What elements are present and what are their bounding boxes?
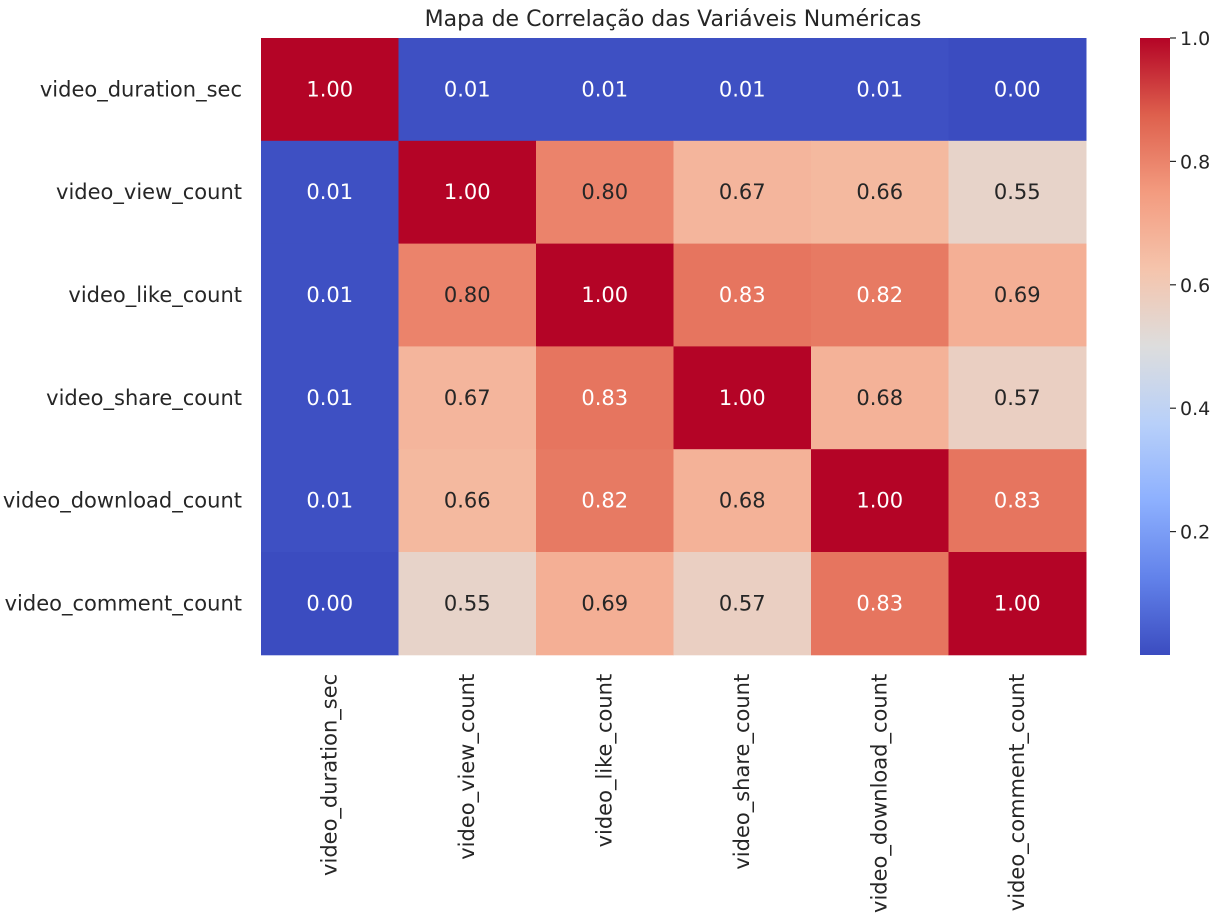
cell-value-label-r3-c0: 0.01 — [306, 386, 353, 410]
cell-value-label-r2-c4: 0.82 — [856, 283, 903, 307]
heatmap-cell-r5-c1 — [398, 552, 537, 656]
cell-value-label-r3-c5: 0.57 — [994, 386, 1041, 410]
cell-value-label-r3-c4: 0.68 — [856, 386, 903, 410]
cell-value-label-r2-c3: 0.83 — [719, 283, 766, 307]
heatmap-cell-r1-c0 — [261, 140, 399, 245]
cell-value-label-r5-c4: 0.83 — [856, 591, 903, 615]
heatmap-cell-r5-c0 — [261, 552, 399, 656]
heatmap-cell-r0-c2 — [536, 38, 674, 142]
heatmap-cell-r1-c1 — [398, 140, 537, 245]
heatmap-cell-r3-c4 — [811, 346, 949, 450]
heatmap-cell-r2-c2 — [536, 243, 674, 347]
column-label-4: video_download_count — [868, 674, 893, 913]
column-label-3: video_share_count — [730, 674, 755, 870]
heatmap-cell-r0-c0 — [261, 38, 399, 142]
heatmap-cell-r2-c1 — [398, 243, 537, 347]
cell-value-label-r4-c5: 0.83 — [994, 489, 1041, 513]
cell-value-label-r5-c3: 0.57 — [719, 591, 766, 615]
row-label-0: video_duration_sec — [40, 77, 242, 102]
colorbar-gradient — [1140, 38, 1170, 655]
column-labels: video_duration_sec video_view_count video_… — [318, 674, 1031, 913]
cell-value-label-r4-c4: 1.00 — [856, 489, 903, 513]
cell-value-label-r1-c3: 0.67 — [719, 180, 766, 204]
heatmap-cell-r4-c2 — [536, 449, 674, 553]
heatmap-cell-r2-c3 — [673, 243, 812, 347]
column-label-5: video_comment_count — [1005, 674, 1030, 911]
cell-value-label-r4-c2: 0.82 — [581, 489, 628, 513]
row-labels: video_duration_sec video_view_count video_… — [3, 77, 242, 616]
cell-value-label-r1-c4: 0.66 — [856, 180, 903, 204]
cell-value-label-r0-c2: 0.01 — [581, 77, 628, 101]
colorbar-tick-label-0: 0.2 — [1180, 522, 1210, 544]
colorbar-tick-label-4: 1.0 — [1180, 28, 1210, 50]
heatmap-cell-r0-c1 — [398, 38, 537, 142]
cell-value-label-r0-c5: 0.00 — [994, 77, 1041, 101]
cell-value-label-r0-c4: 0.01 — [856, 77, 903, 101]
cell-value-label-r4-c3: 0.68 — [719, 489, 766, 513]
heatmap-cell-r2-c4 — [811, 243, 949, 347]
heatmap-cell-r1-c4 — [811, 140, 949, 245]
cell-value-label-r3-c1: 0.67 — [444, 386, 491, 410]
row-label-3: video_share_count — [46, 386, 242, 411]
colorbar — [1140, 38, 1170, 655]
cell-value-label-r3-c3: 1.00 — [719, 386, 766, 410]
cell-value-label-r5-c1: 0.55 — [444, 591, 491, 615]
cell-value-label-r2-c5: 0.69 — [994, 283, 1041, 307]
cell-value-label-r5-c2: 0.69 — [581, 591, 628, 615]
row-label-5: video_comment_count — [5, 591, 242, 616]
colorbar-ticks: 0.2 0.4 0.6 0.8 1.0 — [1170, 28, 1210, 544]
heatmap-cell-r3-c2 — [536, 346, 674, 450]
row-label-2: video_like_count — [68, 283, 242, 308]
heatmap-cell-r0-c3 — [673, 38, 812, 142]
cell-value-label-r4-c0: 0.01 — [306, 489, 353, 513]
row-label-1: video_view_count — [56, 180, 242, 205]
cell-value-label-r3-c2: 0.83 — [581, 386, 628, 410]
cell-value-label-r0-c0: 1.00 — [306, 77, 353, 101]
heatmap-cell-r2-c0 — [261, 243, 399, 347]
heatmap-cell-r4-c0 — [261, 449, 399, 553]
chart-title: Mapa de Correlação das Variáveis Numéric… — [425, 7, 922, 32]
heatmap-cell-r5-c3 — [673, 552, 812, 656]
colorbar-tick-label-1: 0.4 — [1180, 398, 1210, 420]
heatmap-cell-r2-c5 — [948, 243, 1087, 347]
cell-value-label-r4-c1: 0.66 — [444, 489, 491, 513]
heatmap-cell-r4-c5 — [948, 449, 1087, 553]
heatmap-cell-r0-c4 — [811, 38, 949, 142]
heatmap-cell-r5-c2 — [536, 552, 674, 656]
cell-value-label-r5-c5: 1.00 — [994, 591, 1041, 615]
colorbar-tick-label-3: 0.8 — [1180, 151, 1210, 173]
cell-value-label-r2-c2: 1.00 — [581, 283, 628, 307]
row-label-4: video_download_count — [3, 489, 242, 514]
heatmap-cells: 1.00 0.01 0.01 0.01 0.01 0.00 0.01 1.00 0.80 0.67… — [261, 38, 1087, 656]
cell-value-label-r1-c0: 0.01 — [306, 180, 353, 204]
heatmap-cell-r0-c5 — [948, 38, 1087, 142]
cell-value-label-r2-c1: 0.80 — [444, 283, 491, 307]
cell-value-label-r5-c0: 0.00 — [306, 591, 353, 615]
heatmap-cell-r5-c5 — [948, 552, 1087, 656]
column-label-0: video_duration_sec — [318, 674, 343, 876]
cell-value-label-r1-c1: 1.00 — [444, 180, 491, 204]
cell-value-label-r1-c5: 0.55 — [994, 180, 1041, 204]
heatmap-cell-r5-c4 — [811, 552, 949, 656]
heatmap-cell-r3-c0 — [261, 346, 399, 450]
heatmap-cell-r3-c3 — [673, 346, 812, 450]
cell-value-label-r2-c0: 0.01 — [306, 283, 353, 307]
cell-value-label-r1-c2: 0.80 — [581, 180, 628, 204]
cell-value-label-r0-c3: 0.01 — [719, 77, 766, 101]
column-label-1: video_view_count — [455, 674, 480, 860]
colorbar-tick-label-2: 0.6 — [1180, 275, 1210, 297]
heatmap-cell-r1-c3 — [673, 140, 812, 245]
column-label-2: video_like_count — [593, 674, 618, 848]
heatmap-cell-r4-c4 — [811, 449, 949, 553]
heatmap-cell-r4-c3 — [673, 449, 812, 553]
heatmap-cell-r4-c1 — [398, 449, 537, 553]
heatmap-cell-r1-c2 — [536, 140, 674, 245]
heatmap-cell-r1-c5 — [948, 140, 1087, 245]
heatmap-cell-r3-c5 — [948, 346, 1087, 450]
heatmap-cell-r3-c1 — [398, 346, 537, 450]
cell-value-label-r0-c1: 0.01 — [444, 77, 491, 101]
